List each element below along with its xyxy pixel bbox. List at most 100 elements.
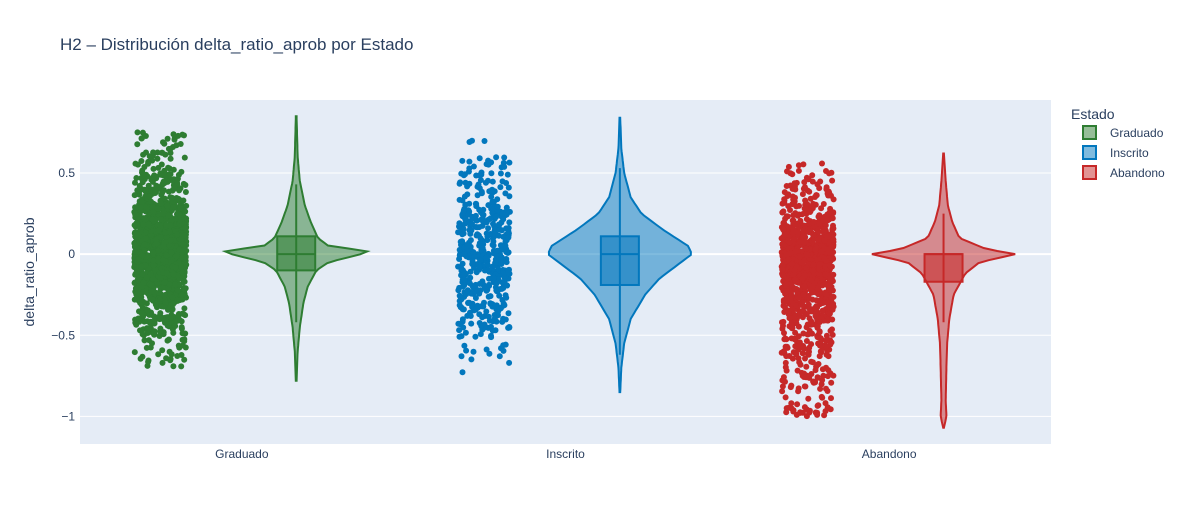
data-point <box>784 193 791 199</box>
data-point <box>810 261 817 268</box>
data-point <box>150 275 156 282</box>
data-point <box>808 277 815 284</box>
data-point <box>779 261 786 268</box>
data-point <box>506 159 513 166</box>
data-point <box>505 268 512 275</box>
data-point <box>504 282 511 289</box>
data-point <box>478 169 485 176</box>
data-point <box>139 304 146 311</box>
data-point <box>827 249 833 256</box>
data-point <box>501 243 508 250</box>
data-point <box>792 343 799 350</box>
data-point <box>816 185 823 192</box>
data-point <box>478 190 485 197</box>
data-point <box>150 249 157 256</box>
data-point <box>779 383 786 390</box>
data-point <box>500 342 507 349</box>
data-point <box>829 331 836 338</box>
data-point <box>813 303 820 310</box>
data-point <box>167 356 174 362</box>
data-point <box>154 257 161 264</box>
data-point <box>174 287 181 294</box>
data-point <box>151 320 158 327</box>
data-point <box>134 231 141 238</box>
data-point <box>479 245 486 251</box>
data-point <box>497 184 504 191</box>
data-point <box>145 160 151 167</box>
data-point <box>481 299 487 306</box>
data-point <box>815 361 822 367</box>
data-point <box>172 281 179 288</box>
data-point <box>791 336 798 343</box>
data-point <box>498 219 505 226</box>
data-point <box>164 202 171 209</box>
data-point <box>803 374 810 381</box>
data-point <box>816 261 823 268</box>
data-point <box>145 358 152 365</box>
data-point <box>157 216 164 223</box>
data-point <box>799 299 805 306</box>
data-point <box>787 170 794 177</box>
data-point <box>485 225 492 232</box>
data-point <box>784 288 790 295</box>
data-point <box>809 330 815 337</box>
data-point <box>159 359 166 366</box>
data-point <box>459 157 466 164</box>
y-tick-label: 0 <box>68 247 75 261</box>
data-point <box>819 160 825 167</box>
data-point <box>183 247 190 254</box>
data-point <box>827 277 834 284</box>
data-point <box>484 233 491 240</box>
y-tick-label: −0.5 <box>51 328 75 342</box>
data-point <box>179 330 186 337</box>
data-point <box>492 302 499 309</box>
data-point <box>469 220 475 227</box>
data-point <box>493 154 500 161</box>
data-point <box>789 324 796 331</box>
data-point <box>463 347 470 354</box>
data-point <box>784 343 790 350</box>
data-point <box>456 256 463 262</box>
data-point <box>801 179 808 186</box>
data-point <box>479 314 486 321</box>
data-point <box>490 220 496 227</box>
data-point <box>141 247 148 254</box>
data-point <box>466 180 473 187</box>
data-point <box>506 193 513 200</box>
data-point <box>830 236 837 243</box>
data-point <box>147 295 154 302</box>
data-point <box>816 297 823 304</box>
data-point <box>460 306 467 313</box>
data-point <box>821 245 828 252</box>
data-point <box>806 315 813 322</box>
data-point <box>803 338 810 344</box>
trace-abandono <box>778 152 1016 429</box>
data-point <box>824 348 831 354</box>
data-point <box>139 271 146 278</box>
data-point <box>146 153 153 160</box>
data-point <box>475 181 482 188</box>
data-point <box>138 310 145 317</box>
data-point <box>170 131 177 138</box>
data-point <box>131 192 138 199</box>
data-point <box>143 274 150 281</box>
data-point <box>467 309 473 316</box>
data-point <box>797 239 804 246</box>
data-point <box>782 394 789 401</box>
data-point <box>477 257 484 264</box>
data-point <box>829 225 836 232</box>
data-point <box>823 184 830 191</box>
data-point <box>176 211 183 218</box>
data-point <box>500 315 507 322</box>
data-point <box>496 306 503 312</box>
data-point <box>469 261 476 267</box>
data-point <box>134 161 141 168</box>
data-point <box>163 222 170 228</box>
data-point <box>160 139 166 146</box>
data-point <box>490 274 497 281</box>
data-point <box>795 333 802 340</box>
data-point <box>462 329 469 336</box>
data-point <box>149 216 156 223</box>
data-point <box>783 297 790 304</box>
